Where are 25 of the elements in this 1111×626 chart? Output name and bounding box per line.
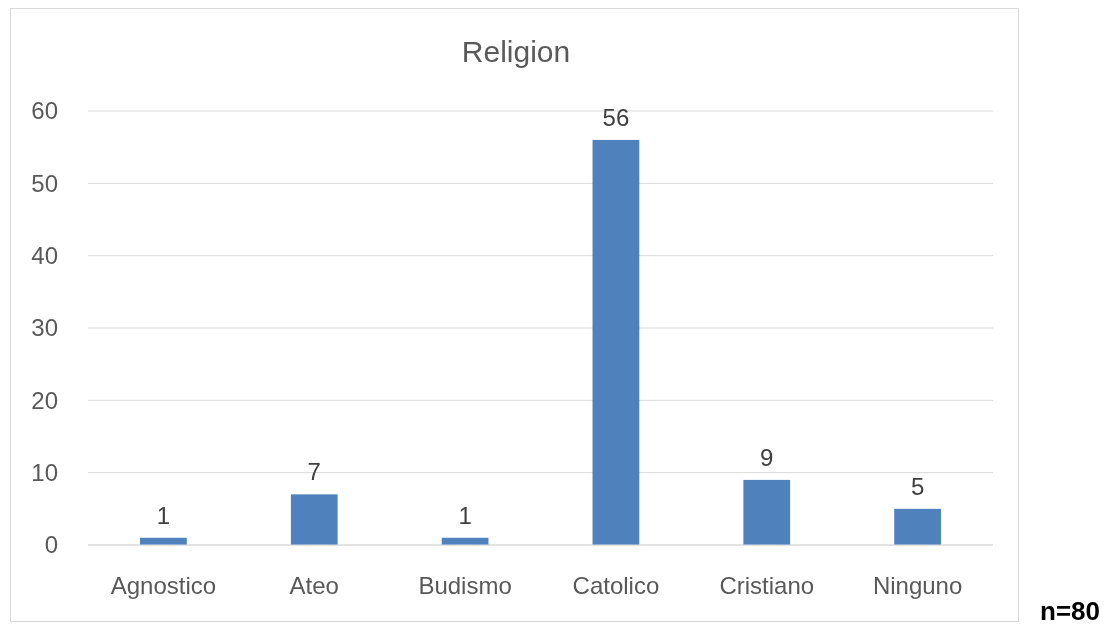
data-label: 9: [760, 443, 774, 471]
bar: [743, 479, 791, 545]
y-tick-label: 50: [31, 169, 58, 197]
x-tick-label: Cristiano: [719, 572, 815, 599]
y-tick-label: 0: [44, 531, 58, 559]
data-label: 7: [307, 458, 321, 486]
data-label: 1: [458, 501, 472, 529]
x-tick-label: Ninguno: [872, 572, 963, 599]
y-tick-label: 30: [31, 314, 58, 342]
x-tick-label: Budismo: [418, 572, 512, 599]
bar: [894, 508, 941, 545]
x-tick-label: Catolico: [572, 572, 660, 599]
x-tick-label: Agnostico: [110, 572, 217, 599]
x-tick-label: Ateo: [289, 572, 339, 599]
y-tick-label: 40: [31, 242, 58, 270]
y-tick-label: 10: [31, 459, 58, 487]
y-tick-label: 20: [31, 386, 58, 414]
bar: [290, 494, 338, 545]
data-label: 56: [602, 103, 630, 131]
data-label: 5: [910, 472, 925, 500]
data-label: 1: [156, 501, 171, 529]
chart-title: Religion: [461, 35, 571, 68]
y-tick-label: 60: [31, 97, 58, 125]
bar: [592, 139, 640, 545]
text: n=80: [1040, 596, 1100, 626]
